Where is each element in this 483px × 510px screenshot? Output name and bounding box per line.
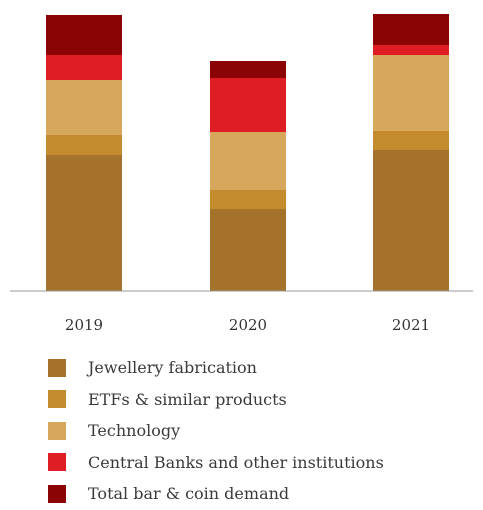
legend-item-2: Technology <box>48 415 384 447</box>
legend-label: Central Banks and other institutions <box>88 452 384 472</box>
bar-2019-series-0 <box>46 155 122 291</box>
x-tick-label-2021: 2021 <box>392 316 430 334</box>
legend-label: Technology <box>88 421 181 441</box>
bar-2020-series-4 <box>210 61 286 78</box>
legend-label: ETFs & similar products <box>88 389 287 409</box>
bar-2020-series-2 <box>210 132 286 190</box>
legend-label: Total bar & coin demand <box>88 484 290 504</box>
legend-swatch <box>48 421 66 440</box>
bar-2021-series-0 <box>373 150 449 291</box>
bar-2019-series-3 <box>46 55 122 80</box>
stacked-bar-chart: 2019 2020 2021 <box>10 14 473 334</box>
bar-2019-series-1 <box>46 135 122 155</box>
x-tick-label-2020: 2020 <box>229 316 267 334</box>
bar-2021-series-1 <box>373 131 449 150</box>
legend-item-4: Total bar & coin demand <box>48 478 384 510</box>
bar-2020-series-0 <box>210 209 286 291</box>
bar-2020-series-1 <box>210 190 286 209</box>
bar-2019-series-2 <box>46 80 122 135</box>
legend-swatch <box>48 390 66 409</box>
legend-item-0: Jewellery fabrication <box>48 352 384 384</box>
legend-swatch <box>48 358 66 377</box>
bars-group <box>46 14 449 291</box>
x-tick-labels: 2019 2020 2021 <box>65 316 430 334</box>
legend-swatch <box>48 484 66 503</box>
x-tick-label-2019: 2019 <box>65 316 103 334</box>
legend-label: Jewellery fabrication <box>88 358 257 378</box>
bar-2021-series-2 <box>373 55 449 131</box>
legend-item-1: ETFs & similar products <box>48 384 384 416</box>
legend: Jewellery fabrication ETFs & similar prod… <box>48 352 384 510</box>
legend-swatch <box>48 453 66 472</box>
bar-2019-series-4 <box>46 15 122 55</box>
bar-2021-series-4 <box>373 14 449 45</box>
bar-2021-series-3 <box>373 45 449 55</box>
legend-item-3: Central Banks and other institutions <box>48 447 384 479</box>
bar-2020-series-3 <box>210 78 286 132</box>
